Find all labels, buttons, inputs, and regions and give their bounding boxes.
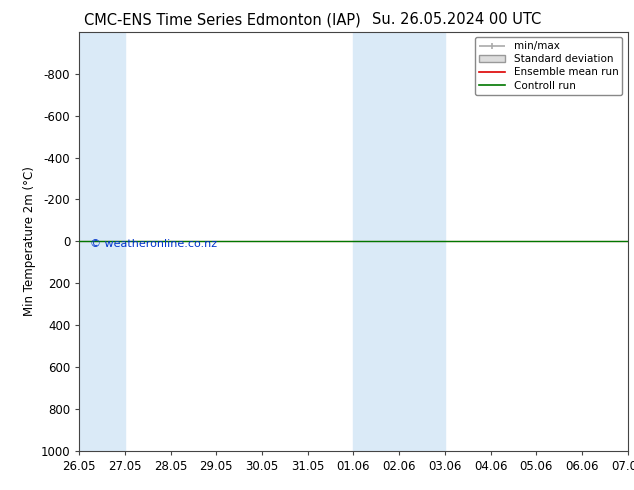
- Bar: [79, 32, 125, 451]
- Y-axis label: Min Temperature 2m (°C): Min Temperature 2m (°C): [23, 167, 36, 316]
- Bar: [354, 32, 399, 451]
- Text: CMC-ENS Time Series Edmonton (IAP): CMC-ENS Time Series Edmonton (IAP): [84, 12, 360, 27]
- Bar: [399, 32, 445, 451]
- Legend: min/max, Standard deviation, Ensemble mean run, Controll run: min/max, Standard deviation, Ensemble me…: [475, 37, 623, 95]
- Text: Su. 26.05.2024 00 UTC: Su. 26.05.2024 00 UTC: [372, 12, 541, 27]
- Text: © weatheronline.co.nz: © weatheronline.co.nz: [90, 239, 217, 249]
